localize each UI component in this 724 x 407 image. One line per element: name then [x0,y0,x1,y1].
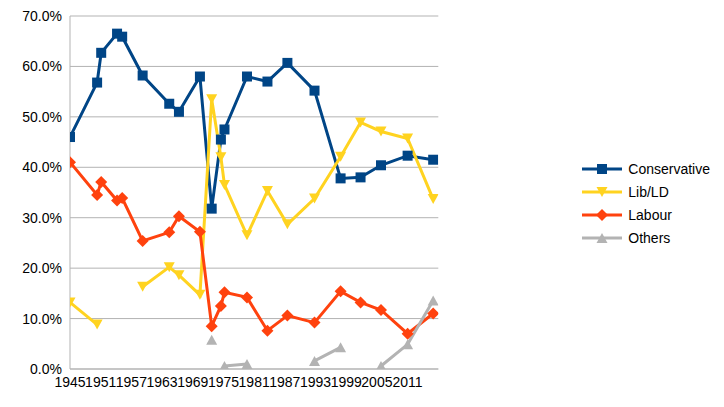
svg-text:1993: 1993 [300,374,331,390]
html-text:Conservative: Conservative [628,161,710,177]
svg-text:1969: 1969 [177,374,208,390]
svg-text:0.0%: 0.0% [30,361,62,377]
svg-text:60.0%: 60.0% [22,58,62,74]
svg-text:1957: 1957 [116,374,147,390]
svg-text:2011: 2011 [393,374,423,390]
svg-text:20.0%: 20.0% [22,260,62,276]
html-text:Lib/LD: Lib/LD [628,184,669,200]
svg-text:1987: 1987 [269,374,300,390]
svg-text:10.0%: 10.0% [22,311,62,327]
svg-text:50.0%: 50.0% [22,109,62,125]
svg-text:40.0%: 40.0% [22,159,62,175]
svg-text:1963: 1963 [146,374,177,390]
svg-text:1999: 1999 [331,374,362,390]
svg-text:1951: 1951 [85,374,116,390]
svg-text:1945: 1945 [54,373,86,390]
svg-text:2005: 2005 [361,374,392,390]
svg-text:1981: 1981 [239,374,270,390]
svg-text:1975: 1975 [208,374,239,390]
svg-text:30.0%: 30.0% [22,210,62,226]
html-text:Labour: Labour [628,207,672,223]
html-text:Others: Others [628,230,671,246]
svg-text:70.0%: 70.0% [22,8,62,24]
